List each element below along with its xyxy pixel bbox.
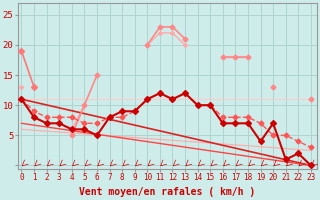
X-axis label: Vent moyen/en rafales ( km/h ): Vent moyen/en rafales ( km/h ) [79,187,256,197]
